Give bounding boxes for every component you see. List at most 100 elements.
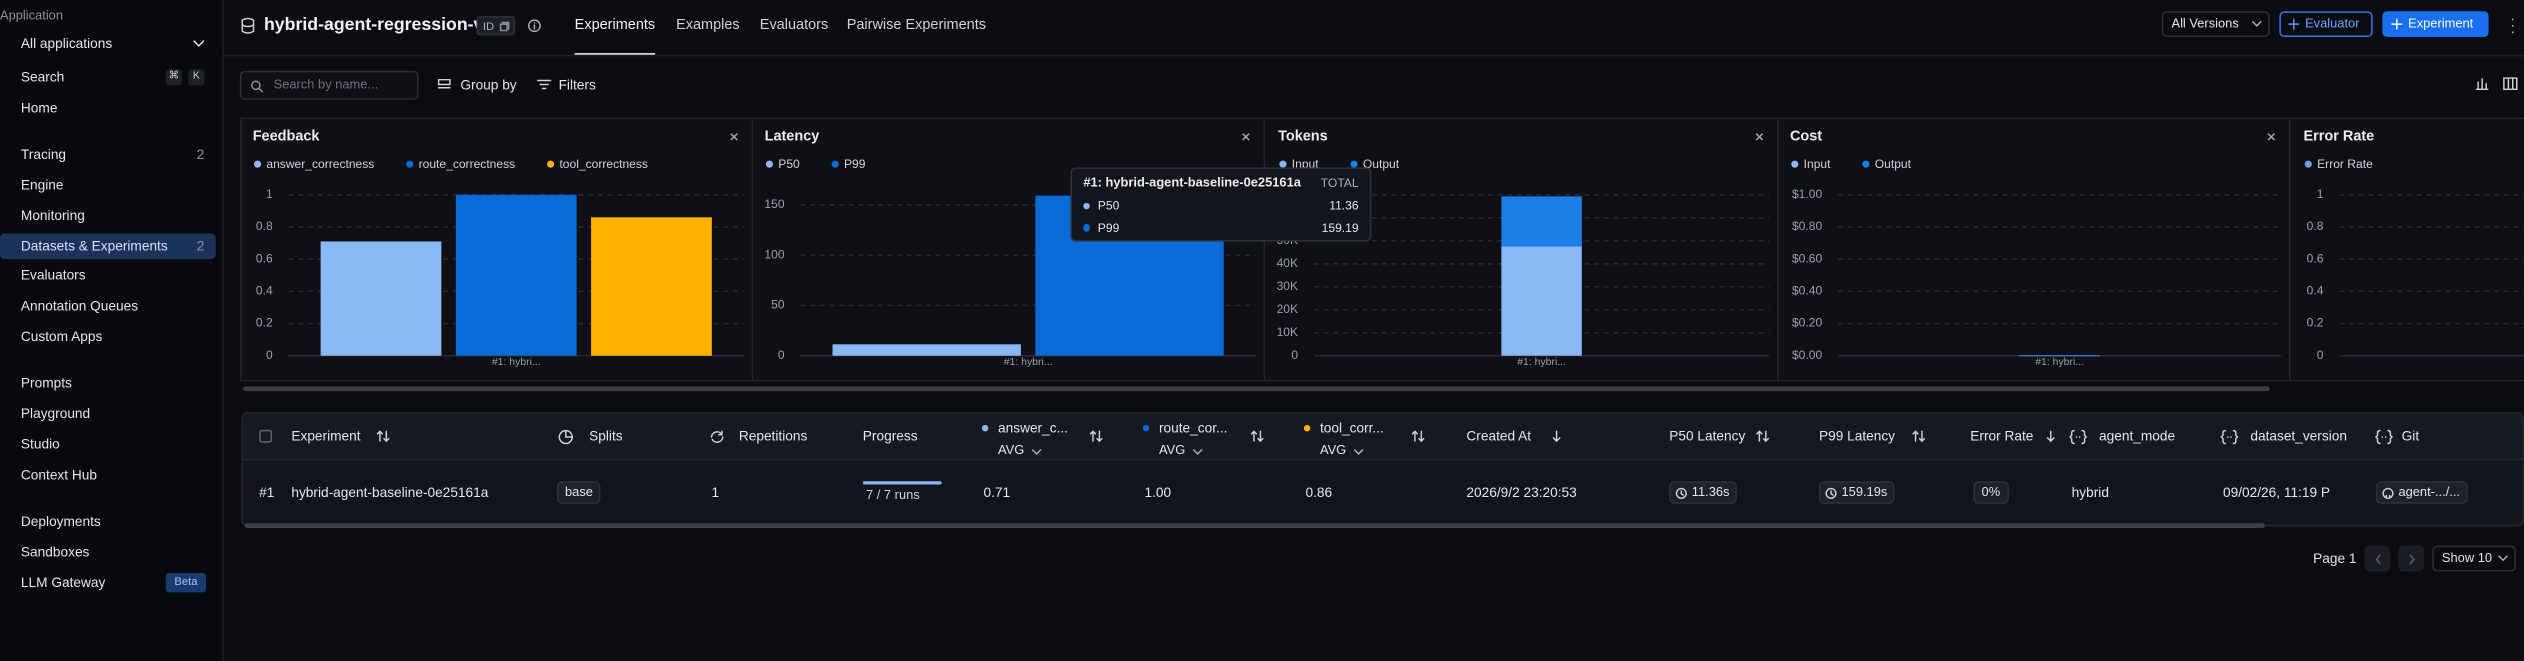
- version-select[interactable]: All Versions: [2161, 11, 2270, 38]
- nav-item[interactable]: Annotation Queues: [0, 293, 216, 319]
- nav-item[interactable]: Datasets & Experiments 2: [0, 232, 216, 259]
- prev-page-button[interactable]: [2364, 545, 2391, 572]
- tab-label: Examples: [676, 16, 740, 33]
- column-header[interactable]: dataset_version: [2220, 414, 2395, 461]
- filters-button[interactable]: Filters: [534, 72, 606, 98]
- sort-icon: [1912, 430, 1926, 443]
- next-icon-shape: [2408, 553, 2414, 564]
- nav-item[interactable]: Evaluators: [0, 263, 216, 289]
- nav-item[interactable]: Search ⌘ K: [0, 64, 216, 90]
- nav-label: Datasets & Experiments: [20, 237, 168, 254]
- y-tick-label: 40K: [1276, 256, 1297, 270]
- sort-icon-shape: [1250, 430, 1264, 443]
- column-header[interactable]: Splits: [558, 414, 733, 461]
- next-page-button[interactable]: [2398, 545, 2425, 572]
- column-header[interactable]: Created At: [1460, 414, 1663, 461]
- clock-icon-shape: [1675, 487, 1687, 499]
- chevron-shape: [2252, 21, 2262, 27]
- nav-item[interactable]: LLM Gateway Beta: [0, 569, 216, 595]
- group-by-button[interactable]: Group by: [435, 72, 524, 98]
- app-selector[interactable]: All applications: [0, 31, 216, 57]
- column-sublabel: AVG: [1319, 442, 1347, 458]
- y-tick-label: 0.6: [2306, 251, 2323, 265]
- column-label: Progress: [862, 427, 918, 444]
- legend-label: Input: [1804, 157, 1831, 171]
- column-header[interactable]: Experiment: [285, 414, 583, 461]
- nav-item[interactable]: Prompts: [0, 371, 216, 397]
- tab[interactable]: Experiments: [574, 14, 656, 54]
- y-tick-label: 30K: [1276, 279, 1297, 293]
- filter-icon-shape: [536, 79, 552, 90]
- evaluator-button[interactable]: Evaluator: [2279, 11, 2373, 38]
- chevron: [2252, 21, 2262, 27]
- nav-item[interactable]: Home: [0, 95, 216, 121]
- clock-icon-shape: [1825, 487, 1837, 499]
- column-header[interactable]: answer_c... AVG: [981, 414, 1153, 461]
- y-tick-label: $0.60: [1792, 251, 1822, 265]
- nav-item[interactable]: Playground: [0, 401, 216, 427]
- nav-item[interactable]: Deployments: [0, 508, 216, 534]
- id-badge-label: ID: [482, 20, 495, 33]
- tab[interactable]: Examples: [676, 14, 740, 52]
- bar-segment: [1501, 246, 1582, 356]
- search-box[interactable]: Search by name...: [239, 70, 419, 100]
- legend-swatch: [547, 160, 555, 168]
- nav-item[interactable]: Monitoring: [0, 202, 216, 228]
- reps-icon-shape: [710, 429, 724, 443]
- chart-view-icon-shape: [2475, 78, 2489, 91]
- column-header[interactable]: agent_mode: [2069, 414, 2244, 461]
- column-header[interactable]: tool_corr... AVG: [1303, 414, 1460, 461]
- column-label: P99 Latency: [1818, 427, 1896, 444]
- nav-label: Search: [20, 68, 65, 85]
- charts-row: Feedback answer_correctness route_correctn…: [239, 117, 2524, 382]
- close-icon[interactable]: [1242, 133, 1251, 141]
- column-header[interactable]: Git: [2374, 414, 2506, 461]
- nav-item[interactable]: Sandboxes: [0, 539, 216, 565]
- sort-icon-shape: [1411, 430, 1425, 443]
- id-badge[interactable]: ID: [476, 16, 516, 36]
- y-tick-label: $0.00: [1792, 348, 1822, 362]
- tab[interactable]: Pairwise Experiments: [847, 14, 986, 52]
- prev-icon-shape: [2374, 553, 2380, 564]
- column-header[interactable]: Repetitions: [710, 414, 856, 461]
- column-header[interactable]: P50 Latency: [1663, 414, 1813, 461]
- nav-label: Deployments: [20, 512, 101, 530]
- clock-icon: [1825, 487, 1837, 499]
- legend-swatch: [1862, 160, 1870, 168]
- cell-text: 1: [711, 484, 720, 501]
- braces-icon-shape: [2374, 429, 2394, 444]
- experiment-button[interactable]: Experiment: [2382, 11, 2489, 38]
- group-icon-shape: [437, 78, 451, 89]
- page-size-select[interactable]: Show 10: [2432, 545, 2516, 572]
- column-header[interactable]: P99 Latency: [1813, 414, 1964, 461]
- shortcut-key: K: [188, 69, 205, 86]
- y-tick-label: 0.2: [256, 316, 273, 330]
- y-tick-label: 0.4: [256, 284, 273, 298]
- columns-icon: [2503, 77, 2518, 91]
- prev-icon: [2374, 553, 2380, 564]
- close-icon[interactable]: [730, 133, 738, 141]
- nav-item[interactable]: Studio: [0, 431, 216, 457]
- nav-label: Playground: [20, 405, 91, 422]
- nav-item[interactable]: Tracing 2: [0, 142, 216, 168]
- search-icon: [251, 80, 264, 93]
- legend-swatch: [2304, 160, 2312, 168]
- close-icon[interactable]: [1755, 133, 1763, 141]
- sort-desc-icon: [2046, 430, 2055, 443]
- nav-item[interactable]: Engine: [0, 172, 216, 198]
- column-header[interactable]: Progress: [856, 414, 991, 461]
- bar: [455, 194, 577, 356]
- column-label: agent_mode: [2099, 427, 2176, 444]
- tab[interactable]: Evaluators: [760, 14, 828, 52]
- beta-tag: Beta: [165, 572, 207, 592]
- plus-icon: [2391, 18, 2403, 30]
- nav-item[interactable]: Context Hub: [0, 461, 216, 487]
- nav-item[interactable]: Custom Apps: [0, 323, 216, 349]
- cell-text: 0.71: [983, 484, 1011, 501]
- select-all-checkbox[interactable]: [259, 429, 273, 443]
- column-header[interactable]: Error Rate: [1964, 414, 2093, 461]
- close-icon[interactable]: [2267, 133, 2276, 141]
- sort-icon-shape: [1089, 430, 1103, 443]
- legend-swatch: [1279, 160, 1287, 168]
- column-header[interactable]: route_cor... AVG: [1142, 414, 1314, 461]
